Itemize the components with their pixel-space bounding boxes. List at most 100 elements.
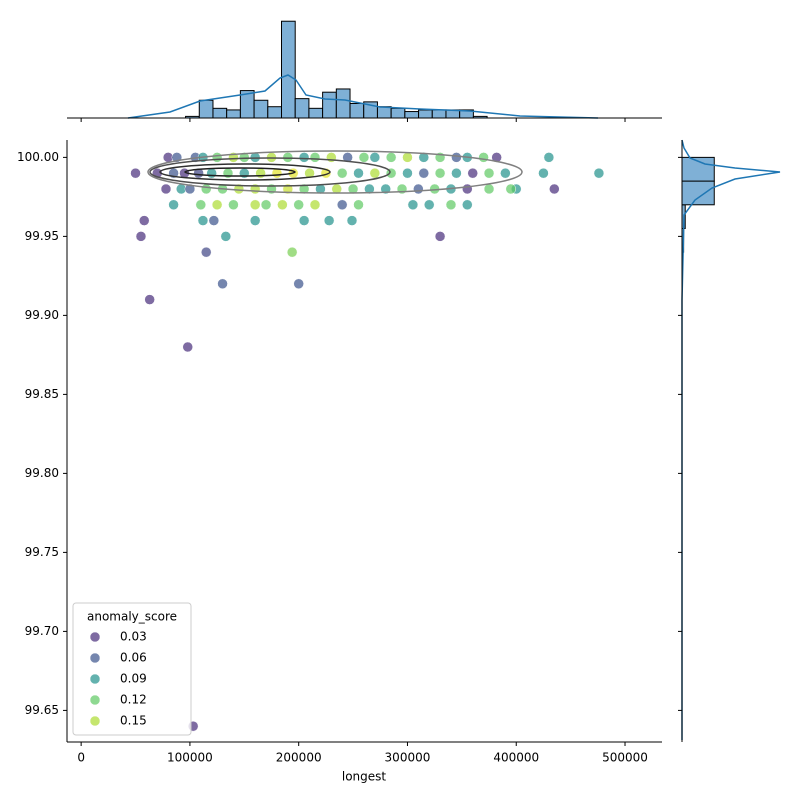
legend: anomaly_score 0.03 0.06 0.09 0.12 0.15 <box>72 602 192 736</box>
top-hist-bar <box>376 106 392 119</box>
point <box>418 152 430 163</box>
point <box>200 246 212 258</box>
contour <box>184 167 296 177</box>
legend-title: anomaly_score <box>87 610 177 624</box>
point <box>208 215 220 226</box>
legend-label: 0.12 <box>120 693 147 707</box>
point <box>298 183 310 195</box>
legend-label: 0.09 <box>120 672 147 686</box>
point <box>353 199 364 211</box>
point <box>211 152 223 163</box>
point <box>478 152 489 163</box>
point <box>462 199 473 211</box>
point <box>255 167 266 179</box>
point <box>217 278 228 290</box>
point <box>336 167 348 179</box>
legend-marker <box>89 673 101 685</box>
marginal-histograms <box>185 20 715 253</box>
point <box>434 231 446 242</box>
top-hist-bar <box>212 107 228 119</box>
point <box>206 167 217 179</box>
right-kde <box>681 139 781 740</box>
top-hist-bar <box>281 20 296 119</box>
y-tick-label: 99.65 <box>25 703 59 717</box>
point <box>168 199 179 211</box>
point <box>538 167 549 179</box>
top-hist-bar <box>267 106 283 119</box>
top-hist-bar <box>335 88 351 119</box>
contour <box>159 163 331 181</box>
point <box>130 167 141 179</box>
point <box>505 183 517 195</box>
point <box>451 167 462 179</box>
legend-marker <box>89 631 101 643</box>
y-tick-label: 99.75 <box>25 545 59 559</box>
y-tick-label: 99.90 <box>25 308 59 322</box>
point <box>195 199 207 211</box>
point <box>418 167 430 179</box>
point <box>309 152 321 163</box>
top-hist-bar <box>390 107 406 119</box>
point <box>543 152 555 163</box>
point <box>423 199 435 211</box>
point <box>277 199 288 211</box>
y-tick-label: 99.70 <box>25 624 59 638</box>
y-tick-label: 99.80 <box>25 466 59 480</box>
point <box>445 199 457 211</box>
y-tick-label: 100.00 <box>17 150 59 164</box>
right-hist-bar <box>681 180 715 206</box>
point <box>369 167 381 179</box>
point <box>304 167 315 179</box>
point <box>500 167 511 179</box>
x-tick-label: 500000 <box>602 751 648 765</box>
legend-marker <box>89 652 101 664</box>
point <box>385 152 397 163</box>
x-tick-label: 400000 <box>493 751 539 765</box>
point <box>353 167 364 179</box>
top-hist-bar <box>198 99 214 119</box>
point <box>239 152 250 163</box>
point <box>197 215 209 226</box>
contour <box>147 150 523 194</box>
point <box>298 215 310 226</box>
point <box>298 152 310 163</box>
point <box>249 215 261 226</box>
point <box>220 231 232 242</box>
point <box>160 183 172 195</box>
point <box>369 152 381 163</box>
x-tick-label: 300000 <box>385 751 431 765</box>
y-tick-label: 99.85 <box>25 387 59 401</box>
point <box>462 183 473 195</box>
top-kde <box>127 74 599 119</box>
point <box>200 183 212 195</box>
top-hist-bar <box>226 109 241 119</box>
point <box>402 167 413 179</box>
point <box>347 183 359 195</box>
point <box>593 167 605 179</box>
point <box>434 167 446 179</box>
point <box>467 167 478 179</box>
point <box>315 183 326 195</box>
point <box>184 183 196 195</box>
point <box>407 199 419 211</box>
y-tick-label: 99.95 <box>25 229 59 243</box>
point <box>342 152 353 163</box>
point <box>249 199 261 211</box>
point <box>293 278 304 290</box>
point <box>323 215 335 226</box>
top-hist-bar <box>322 91 337 119</box>
point <box>309 199 321 211</box>
point <box>138 215 150 226</box>
legend-label: 0.06 <box>120 651 147 665</box>
x-tick-label: 0 <box>77 751 85 765</box>
top-hist-bar <box>418 109 433 119</box>
legend-marker <box>89 715 101 727</box>
point <box>135 231 147 242</box>
legend-marker <box>89 694 101 706</box>
point <box>451 152 462 163</box>
point <box>228 199 239 211</box>
point <box>483 167 495 179</box>
point <box>358 152 370 163</box>
top-hist-bar <box>308 107 324 119</box>
